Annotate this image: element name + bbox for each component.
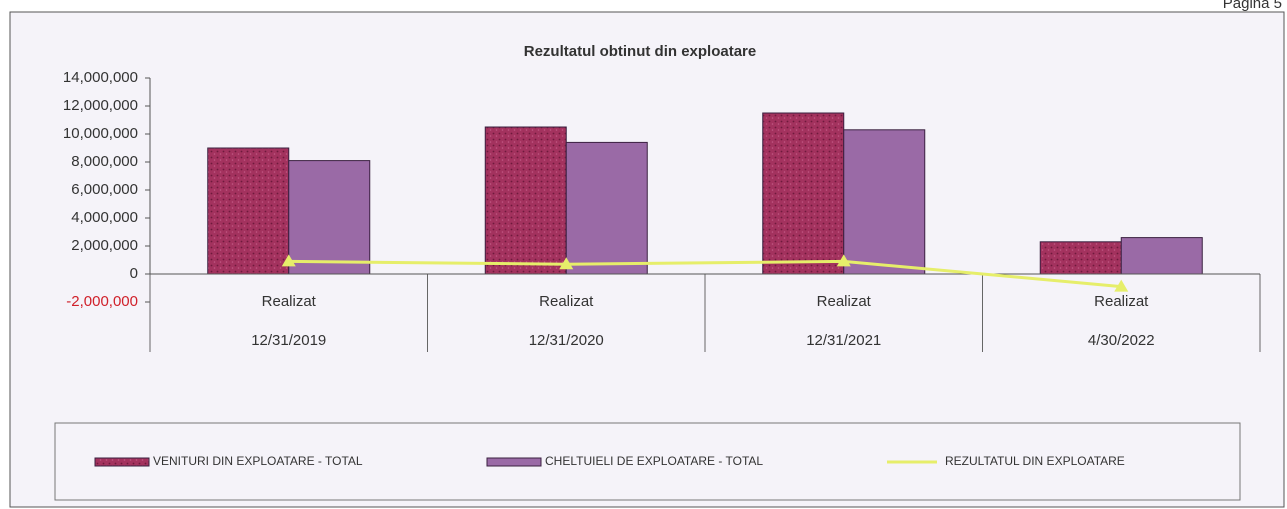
bar xyxy=(207,147,290,275)
legend-label: VENITURI DIN EXPLOATARE - TOTAL xyxy=(153,454,363,468)
bar xyxy=(565,141,648,275)
y-tick-label: 2,000,000 xyxy=(71,237,138,254)
x-subcategory-label: Realizat xyxy=(539,293,594,310)
chart-title: Rezultatul obtinut din exploatare xyxy=(524,43,757,60)
legend-swatch xyxy=(94,457,150,467)
x-tick-label: 12/31/2021 xyxy=(806,332,881,349)
x-tick-label: 12/31/2019 xyxy=(251,332,326,349)
y-tick-label: -2,000,000 xyxy=(66,293,138,310)
line-marker xyxy=(836,254,851,267)
x-subcategory-label: Realizat xyxy=(262,293,317,310)
legend-label: REZULTATUL DIN EXPLOATARE xyxy=(945,454,1125,468)
line-marker xyxy=(281,254,296,267)
bar xyxy=(762,112,845,275)
x-subcategory-label: Realizat xyxy=(817,293,872,310)
y-tick-label: 8,000,000 xyxy=(71,153,138,170)
legend-label: CHELTUIELI DE EXPLOATARE - TOTAL xyxy=(545,454,763,468)
x-subcategory-label: Realizat xyxy=(1094,293,1149,310)
legend-swatch xyxy=(486,457,542,467)
line-series xyxy=(288,259,1122,289)
bar xyxy=(843,129,926,275)
y-tick-label: 4,000,000 xyxy=(71,209,138,226)
y-tick-label: 6,000,000 xyxy=(71,181,138,198)
line-marker xyxy=(1114,279,1129,292)
line-marker xyxy=(559,257,574,270)
y-tick-label: 10,000,000 xyxy=(63,125,138,142)
x-tick-label: 12/31/2020 xyxy=(529,332,604,349)
y-tick-label: 0 xyxy=(130,265,138,282)
bar xyxy=(1120,237,1203,275)
y-tick-label: 14,000,000 xyxy=(63,69,138,86)
x-tick-label: 4/30/2022 xyxy=(1088,332,1155,349)
legend-box xyxy=(54,422,1241,501)
bar xyxy=(288,160,371,275)
bar xyxy=(484,126,567,275)
bar xyxy=(1039,241,1122,275)
y-tick-label: 12,000,000 xyxy=(63,97,138,114)
page-header: Pagina 5 xyxy=(1223,0,1282,12)
